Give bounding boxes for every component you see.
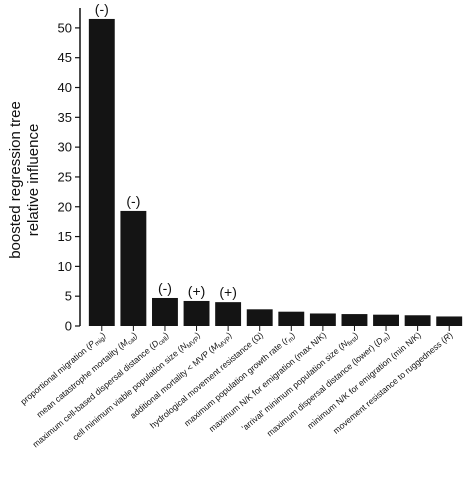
bar: [341, 314, 368, 326]
bar-sign-label: (-): [95, 1, 109, 17]
x-tick-label-tail: ): [130, 330, 139, 340]
x-tick-label: hydrological movement resistance (Ω): [148, 330, 265, 431]
x-tick-label-text: maximum cell-based dispersal distance (: [30, 342, 155, 450]
y-axis-label-line-2: relative influence: [25, 124, 42, 237]
x-tick-label-symbol: r: [282, 334, 291, 344]
bar: [373, 314, 399, 326]
y-tick-label: 0: [65, 319, 72, 334]
x-tick-label-subscript: cat: [127, 335, 138, 346]
x-tick-labels: proportional migration (Pmig)mean catast…: [18, 326, 455, 451]
y-tick-label: 10: [58, 259, 72, 274]
bar: [183, 300, 210, 326]
x-tick-label-symbol: P: [86, 338, 97, 350]
bar-sign-label: (+): [188, 283, 206, 299]
x-tick-label: maximum cell-based dispersal distance (D…: [30, 330, 171, 451]
x-tick-label-symbol: N: [178, 340, 190, 352]
x-tick-label-symbol: N: [338, 338, 350, 350]
bar: [120, 210, 147, 326]
bar: [278, 311, 305, 326]
x-tick-label-text: minimum N/K for emigration (min N/K): [305, 330, 423, 431]
y-tick-label: 40: [58, 80, 72, 95]
x-tick-label-tail: ): [288, 330, 297, 340]
x-tick-label-subscript: m: [287, 336, 296, 345]
bar-sign-label: (-): [126, 193, 140, 209]
bar-sign-label: (+): [219, 284, 237, 300]
bar: [246, 309, 273, 326]
x-tick-label-tail: ): [162, 330, 171, 340]
x-tick-label-symbol: R: [441, 332, 452, 344]
bar: [436, 316, 463, 326]
y-tick-label: 25: [58, 169, 72, 184]
x-tick-label-tail: ): [446, 330, 455, 340]
bar-annotations: (-) (-) (-) (+) (+): [95, 1, 237, 300]
x-tick-label-tail: ): [351, 330, 360, 340]
x-tick-label-subscript: cell: [157, 335, 169, 347]
x-tick-label-tail: ): [98, 330, 107, 340]
bar: [152, 297, 178, 326]
y-tick-label: 50: [58, 20, 72, 35]
bar: [404, 315, 431, 326]
bar: [215, 302, 242, 326]
y-tick-label: 20: [58, 199, 72, 214]
y-axis-label: boosted regression tree relative influen…: [7, 101, 42, 259]
y-tick-label: 35: [58, 110, 72, 125]
bar-sign-label: (-): [158, 280, 172, 296]
x-tick-label-subscript: m: [382, 336, 391, 345]
bars: [88, 18, 463, 327]
y-tick-label: 30: [58, 140, 72, 155]
x-tick-label-symbol: D: [374, 335, 385, 347]
x-tick-label-tail: ): [193, 330, 202, 340]
y-tick-label: 45: [58, 50, 72, 65]
x-tick-label-tail: ): [383, 330, 392, 340]
bar: [88, 18, 115, 327]
y-ticks: 0 5 10 15 20 25 30 35 40 45 50: [58, 20, 80, 334]
y-tick-label: 15: [58, 229, 72, 244]
y-tick-label: 5: [65, 289, 72, 304]
x-tick-label-text: hydrological movement resistance (Ω): [148, 330, 265, 431]
bar: [309, 313, 336, 326]
x-tick-label: minimum N/K for emigration (min N/K): [305, 330, 423, 431]
x-tick-label-tail: ): [225, 330, 234, 340]
y-axis-label-line-1: boosted regression tree: [7, 101, 24, 259]
x-tick-label-symbol: D: [149, 338, 160, 350]
